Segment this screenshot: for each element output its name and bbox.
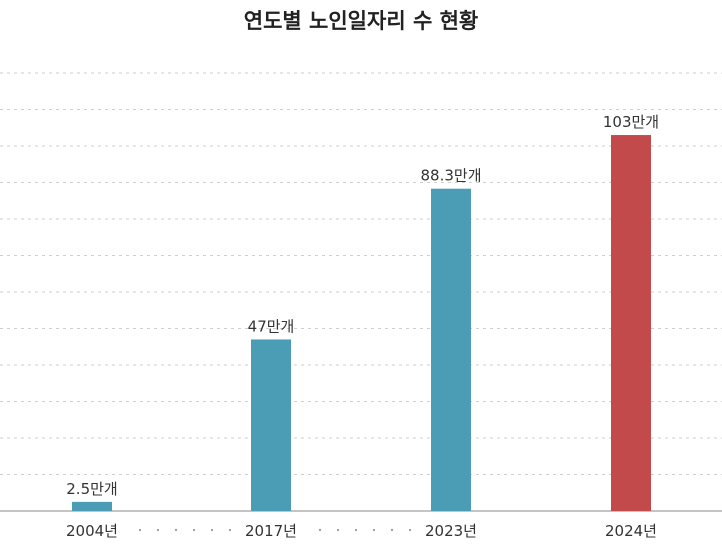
data-labels: 2.5만개 47만개 88.3만개 103만개 <box>66 113 659 498</box>
x-tick-label: 2017년 <box>245 522 297 540</box>
axis-dot-separators <box>138 528 412 532</box>
data-label: 47만개 <box>248 317 295 335</box>
axis-dot <box>372 528 376 532</box>
axis-dot <box>228 528 232 532</box>
axis-dot <box>408 528 412 532</box>
bar-2023년 <box>431 188 471 511</box>
axis-dot <box>192 528 196 532</box>
x-tick-label: 2024년 <box>605 522 657 540</box>
chart-title: 연도별 노인일자리 수 현황 <box>244 9 478 33</box>
axis-dot <box>354 528 358 532</box>
axis-dot <box>336 528 340 532</box>
bar-2024년 <box>611 135 651 512</box>
data-label: 88.3만개 <box>421 167 482 185</box>
bar-2004년 <box>72 501 112 511</box>
bar-2017년 <box>251 339 291 511</box>
axis-dot <box>318 528 322 532</box>
data-label: 103만개 <box>603 113 659 131</box>
axis-dot <box>138 528 142 532</box>
data-label: 2.5만개 <box>66 480 117 498</box>
x-tick-label: 2004년 <box>66 522 118 540</box>
gridlines <box>0 72 722 475</box>
x-tick-label: 2023년 <box>425 522 477 540</box>
bars <box>72 135 651 512</box>
x-tick-labels: 2004년 2017년 2023년 2024년 <box>66 522 657 540</box>
axis-dot <box>174 528 178 532</box>
axis-dot <box>390 528 394 532</box>
axis-dot <box>210 528 214 532</box>
axis-dot <box>156 528 160 532</box>
